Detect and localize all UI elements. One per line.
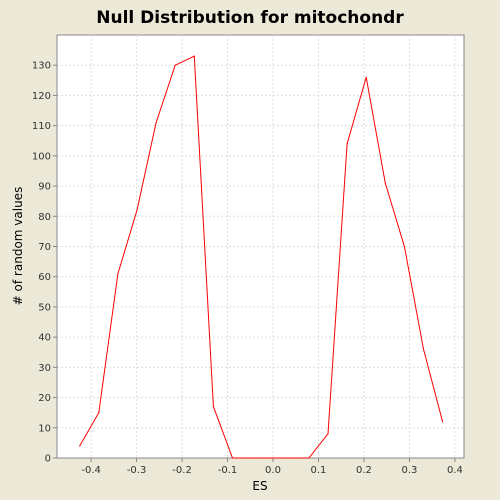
x-tick-label: 0.1 [311,465,327,476]
y-tick-label: 50 [38,302,51,313]
data-point [79,445,81,447]
data-point [136,209,138,211]
data-point [251,457,253,459]
data-point [174,64,176,66]
data-point [403,245,406,248]
data-point [442,421,444,423]
data-point [384,182,386,184]
y-tick-label: 30 [38,363,51,374]
data-point [98,412,100,414]
y-tick-label: 80 [38,212,51,223]
y-tick-label: 60 [38,272,51,283]
x-tick-label: 0.3 [401,465,417,476]
y-tick-label: 70 [38,242,51,253]
data-point [231,457,234,459]
plot-area [56,34,465,459]
y-tick-label: 110 [32,121,51,132]
x-tick-label: 0.2 [356,465,372,476]
data-point [422,348,425,350]
chart-title: Null Distribution for mitochondr [96,8,404,28]
y-tick-label: 100 [32,151,51,162]
y-tick-label: 20 [38,393,51,404]
x-tick-label: -0.4 [81,465,101,476]
y-tick-label: 120 [32,91,51,102]
data-point [155,122,157,124]
y-tick-label: 10 [38,423,51,434]
y-tick-label: 0 [45,454,51,465]
ticks: 0 10 20 30 40 50 60 70 80 90 100 110 120 130 -0.4 -0.3 -… [32,61,463,476]
series-layer [79,55,444,459]
data-point [308,457,310,459]
data-point [193,55,195,57]
data-point [346,143,348,145]
x-tick-label: -0.2 [172,465,192,476]
x-tick-label: 0.4 [447,465,463,476]
data-point [289,457,291,459]
y-tick-label: 40 [38,333,51,344]
x-axis-label: ES [252,479,267,493]
y-tick-label: 90 [38,182,51,193]
data-point [212,406,215,408]
data-point [365,76,367,78]
x-tick-label: -0.1 [218,465,238,476]
y-tick-label: 130 [32,61,51,72]
data-point [327,433,329,435]
x-tick-label: 0.0 [265,465,281,476]
grid-lines [57,35,464,459]
data-point [270,457,272,459]
x-tick-label: -0.3 [127,465,147,476]
y-axis-label: # of random values [11,187,25,306]
series-line [79,55,444,459]
data-point [117,273,119,275]
